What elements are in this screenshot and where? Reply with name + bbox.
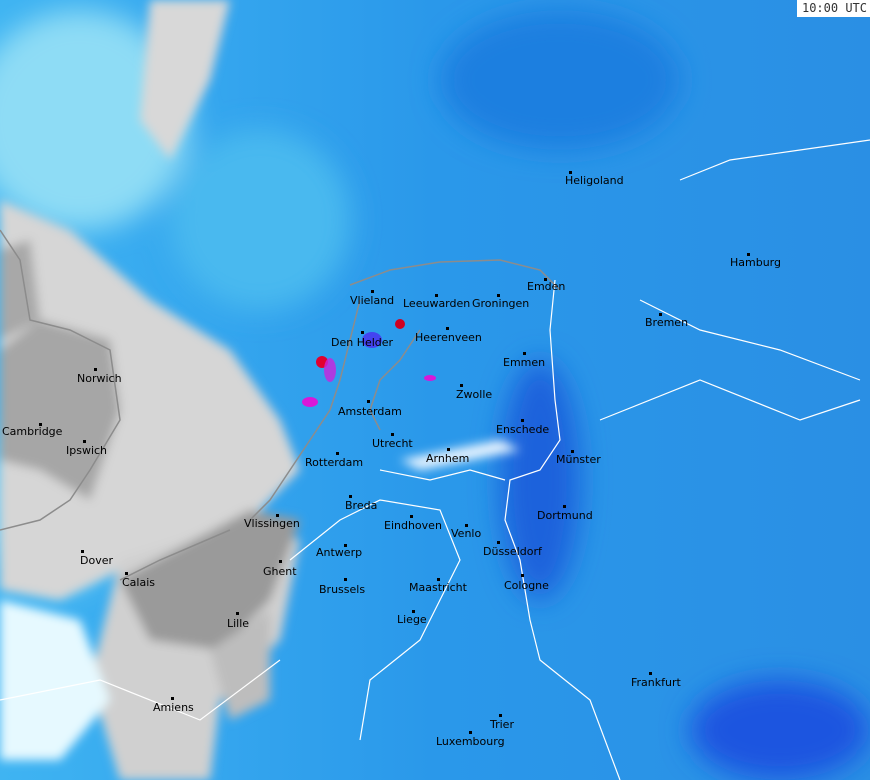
city-label: Bremen [645,316,688,329]
city-label: Breda [345,499,377,512]
city-label: Düsseldorf [483,545,543,558]
timestamp-label: 10:00 UTC [796,0,870,17]
city-marker [279,560,282,563]
city-label: Cambridge [2,425,63,438]
city-label: Rotterdam [305,456,363,469]
city-label: Heerenveen [415,331,482,344]
city-labels: Heligoland Hamburg Bremen Emden Vlieland Leeu… [2,171,781,748]
city-label: Venlo [451,527,481,540]
city-label: Amiens [153,701,194,714]
city-marker [435,294,438,297]
clear-sky-areas [0,0,520,780]
city-marker [659,313,662,316]
city-label: Ghent [263,565,297,578]
city-label: Emmen [503,356,545,369]
city-marker [563,505,566,508]
city-label: Utrecht [372,437,413,450]
city-marker [569,171,572,174]
city-marker [523,352,526,355]
city-marker [83,440,86,443]
city-marker [649,672,652,675]
city-marker [571,450,574,453]
city-marker [367,400,370,403]
city-marker [276,514,279,517]
city-marker [371,290,374,293]
city-label: Cologne [504,579,549,592]
borders [0,139,870,780]
precipitation [302,319,436,407]
city-label: Amsterdam [338,405,402,418]
city-marker [94,368,97,371]
city-marker [125,572,128,575]
city-label: Norwich [77,372,122,385]
city-marker [544,278,547,281]
city-label: Liege [397,613,427,626]
city-marker [437,578,440,581]
city-label: Zwolle [456,388,492,401]
city-marker [361,331,364,334]
city-label: Dortmund [537,509,593,522]
city-marker [460,384,463,387]
city-label: Trier [489,718,514,731]
city-marker [81,550,84,553]
city-marker [344,544,347,547]
city-marker [465,524,468,527]
city-marker [39,423,42,426]
city-marker [412,610,415,613]
city-marker [747,253,750,256]
city-label: Vlieland [350,294,394,307]
city-label: Dover [80,554,113,567]
city-marker [497,541,500,544]
city-label: Frankfurt [631,676,681,689]
city-label: Enschede [496,423,549,436]
coastlines [0,229,561,581]
city-marker [236,612,239,615]
city-label: Hamburg [730,256,781,269]
city-label: Calais [122,576,155,589]
city-marker [521,574,524,577]
city-marker [469,731,472,734]
city-marker [336,452,339,455]
city-label: Maastricht [409,581,468,594]
city-label: Eindhoven [384,519,442,532]
city-label: Ipswich [66,444,107,457]
city-label: Emden [527,280,565,293]
city-marker [497,294,500,297]
city-label: Luxembourg [436,735,505,748]
city-marker [391,433,394,436]
city-label: Leeuwarden [403,297,470,310]
city-marker [171,697,174,700]
city-marker [344,578,347,581]
city-label: Heligoland [565,174,624,187]
city-label: Münster [556,453,601,466]
city-label: Den Helder [331,336,394,349]
city-marker [499,714,502,717]
city-marker [349,495,352,498]
city-label: Antwerp [316,546,362,559]
city-label: Vlissingen [244,517,300,530]
city-marker [521,419,524,422]
city-marker [447,448,450,451]
city-label: Groningen [472,297,529,310]
city-label: Lille [227,617,249,630]
city-label: Brussels [319,583,365,596]
city-marker [410,515,413,518]
city-label: Arnhem [426,452,469,465]
city-marker [446,327,449,330]
